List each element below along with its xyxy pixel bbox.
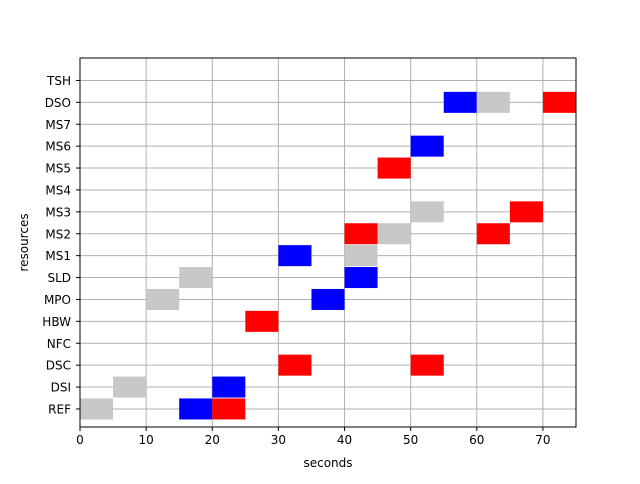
- x-axis-label: seconds: [303, 456, 352, 470]
- y-axis-label: resources: [17, 213, 31, 271]
- y-tick-label-ms3: MS3: [45, 205, 71, 219]
- x-tick-label: 20: [205, 433, 220, 447]
- y-tick-label-dsi: DSI: [51, 381, 71, 395]
- x-tick-label: 60: [469, 433, 484, 447]
- task-bar-dso: [476, 91, 510, 113]
- task-bar-ref: [80, 398, 114, 420]
- task-bar-ms1: [344, 245, 378, 267]
- y-tick-label-ms1: MS1: [45, 249, 71, 263]
- ticks-layer: 0 10 20 30 40 50 60 70 REF DSI DSC NFC HBW MPO SLD MS1 M…: [42, 74, 550, 447]
- task-bar-dsc: [410, 354, 444, 376]
- y-tick-label-dso: DSO: [45, 96, 71, 110]
- y-tick-label-sld: SLD: [47, 271, 71, 285]
- task-bar-ms1: [278, 245, 312, 267]
- task-bar-mpo: [311, 288, 345, 310]
- y-tick-label-mpo: MPO: [44, 293, 71, 307]
- task-bar-dsc: [278, 354, 312, 376]
- task-bar-dsi: [212, 376, 246, 398]
- task-bar-ms2: [344, 223, 378, 245]
- y-tick-label-ms6: MS6: [45, 140, 71, 154]
- task-bar-ms3: [410, 201, 444, 223]
- y-tick-label-ms4: MS4: [45, 183, 71, 197]
- task-bar-ref: [179, 398, 213, 420]
- task-bar-ms5: [377, 157, 411, 179]
- task-bar-ref: [212, 398, 246, 420]
- y-tick-label-ms5: MS5: [45, 162, 71, 176]
- x-tick-label: 0: [76, 433, 84, 447]
- x-tick-label: 10: [138, 433, 153, 447]
- y-tick-label-tsh: TSH: [46, 74, 71, 88]
- task-bar-ms6: [410, 135, 444, 157]
- x-tick-label: 50: [403, 433, 418, 447]
- x-tick-label: 70: [535, 433, 550, 447]
- task-bar-ms3: [509, 201, 543, 223]
- task-bar-sld: [344, 267, 378, 289]
- x-tick-label: 40: [337, 433, 352, 447]
- x-tick-label: 30: [271, 433, 286, 447]
- task-bar-dso: [443, 91, 477, 113]
- y-tick-label-ms2: MS2: [45, 227, 71, 241]
- task-bar-ms2: [377, 223, 411, 245]
- task-bar-dsi: [113, 376, 147, 398]
- bars-layer: [80, 91, 576, 420]
- plot-frame: [79, 57, 577, 428]
- y-tick-label-hbw: HBW: [42, 315, 71, 329]
- task-bar-mpo: [146, 288, 180, 310]
- task-bar-dso: [542, 91, 576, 113]
- task-bar-sld: [179, 267, 213, 289]
- y-tick-label-dsc: DSC: [46, 359, 71, 373]
- task-bar-hbw: [245, 310, 279, 332]
- y-tick-label-nfc: NFC: [47, 337, 71, 351]
- y-tick-label-ref: REF: [48, 402, 71, 416]
- task-bar-ms2: [476, 223, 510, 245]
- y-tick-label-ms7: MS7: [45, 118, 71, 132]
